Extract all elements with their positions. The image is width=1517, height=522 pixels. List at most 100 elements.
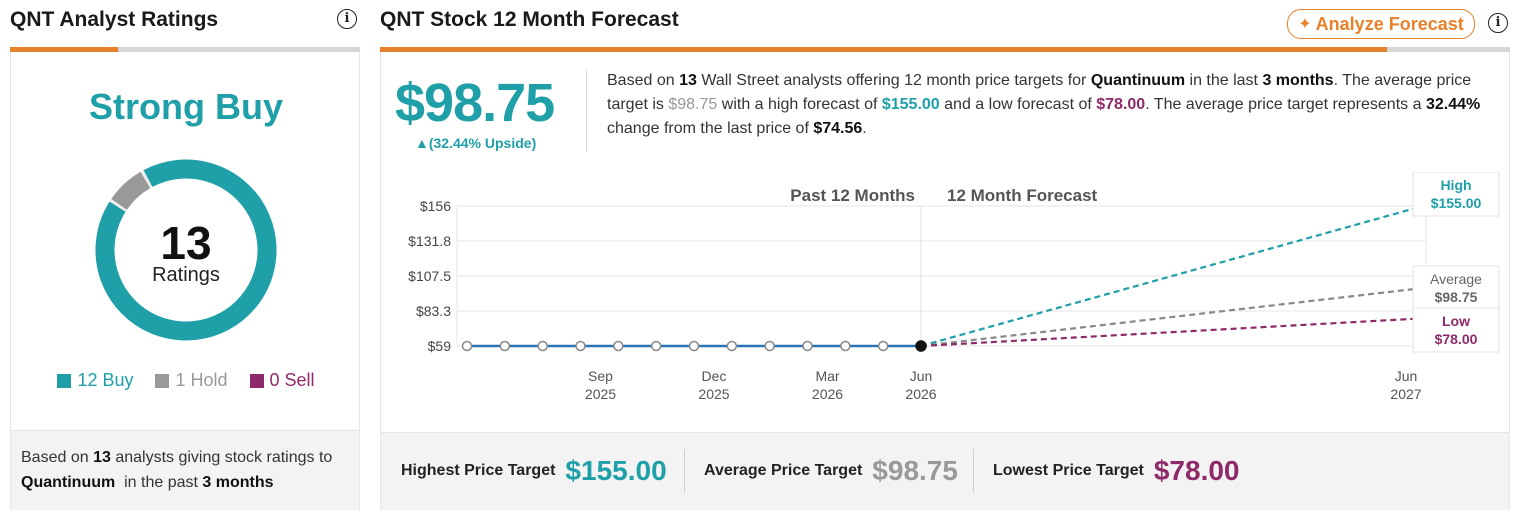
summary-text: . [862, 120, 867, 137]
footer-period: 3 months [202, 474, 274, 491]
callout-value: $98.75 [1435, 289, 1478, 305]
x-tick-month: Mar [815, 368, 839, 384]
lowest-target-label: Lowest Price Target [993, 462, 1144, 479]
forecast-line-low [920, 317, 1419, 348]
history-point [537, 340, 548, 352]
history-point [802, 340, 813, 352]
callout-box [1412, 307, 1500, 353]
ratings-total: 13 [160, 217, 212, 269]
legend-sell: 0 Sell [249, 370, 315, 391]
footer-count: 13 [93, 449, 111, 466]
legend-sell-label: 0 Sell [269, 370, 315, 390]
buy-swatch [57, 373, 72, 388]
x-tick-year: 2025 [585, 386, 616, 402]
callout-value: $78.00 [1435, 331, 1478, 347]
forecast-callout-average: Average $98.75 [1412, 265, 1500, 311]
highest-target: Highest Price Target $155.00 [401, 433, 667, 509]
ratings-panel-title: QNT Analyst Ratings [10, 8, 219, 31]
forecast-card: $98.75 ▲(32.44% Upside) Based on 13 Wall… [380, 52, 1510, 510]
footer-company: Quantinuum [21, 474, 116, 491]
footer-text: analysts giving stock ratings to [115, 449, 333, 466]
x-tick-year: 2026 [905, 386, 936, 402]
ratings-info-icon[interactable]: i [337, 9, 357, 29]
callout-box [1412, 265, 1500, 311]
x-tick-month: Dec [702, 368, 727, 384]
sell-swatch [249, 373, 264, 388]
summary-last-price: $74.56 [813, 120, 863, 137]
callout-label: Low [1442, 313, 1470, 329]
legend-hold: 1 Hold [155, 370, 228, 391]
x-tick-year: 2025 [698, 386, 729, 402]
history-point [575, 340, 586, 352]
summary-analysts: 13 [679, 72, 697, 89]
summary-period: 3 months [1262, 72, 1334, 89]
summary-high: $155.00 [881, 96, 940, 113]
upside-percent: ▲(32.44% Upside) [415, 135, 537, 151]
target-divider [973, 449, 974, 493]
ratings-legend: 12 Buy 1 Hold 0 Sell [11, 370, 361, 391]
forecast-callout-low: Low $78.00 [1412, 307, 1500, 353]
donut-segment-hold [95, 159, 277, 341]
summary-text: change from the last price of [607, 120, 809, 137]
history-point [461, 340, 473, 352]
price-target-summary: Highest Price Target $155.00 Average Pri… [381, 432, 1509, 510]
section-label-forecast: 12 Month Forecast [947, 186, 1098, 205]
consensus-rating: Strong Buy [89, 86, 283, 127]
forecast-tab-bar-active [380, 47, 1387, 52]
summary-low: $78.00 [1096, 96, 1146, 113]
sparkle-icon: ✦ [1298, 16, 1312, 33]
history-point [499, 340, 511, 352]
history-point [650, 340, 662, 352]
summary-text: . The average price target represents a [1145, 96, 1422, 113]
summary-text: and a low forecast of [944, 96, 1092, 113]
history-point [840, 340, 851, 352]
ratings-footer: Based on 13 analysts giving stock rating… [11, 430, 359, 510]
price-forecast-chart: Past 12 Months 12 Month Forecast $156 $13… [408, 172, 1500, 402]
current-price-point [915, 340, 927, 352]
history-point [613, 340, 624, 352]
summary-text: Based on [607, 72, 675, 89]
y-tick-label: $59 [428, 338, 452, 354]
y-tick-label: $83.3 [416, 303, 451, 319]
highest-target-label: Highest Price Target [401, 462, 556, 479]
footer-text: Based on [21, 449, 89, 466]
hold-swatch [155, 373, 170, 388]
summary-divider [586, 70, 587, 152]
x-tick-month: Jun [910, 368, 933, 384]
y-tick-label: $107.5 [408, 268, 451, 284]
legend-hold-label: 1 Hold [175, 370, 228, 390]
x-tick-month: Sep [588, 368, 613, 384]
summary-average: $98.75 [668, 96, 718, 113]
forecast-line-average [920, 287, 1419, 348]
forecast-callout-high: High $155.00 [1412, 172, 1500, 217]
ratings-tab-bar-active [10, 47, 118, 52]
callout-box [1412, 172, 1500, 217]
footer-text: in the past [124, 474, 198, 491]
average-target-label: Average Price Target [704, 462, 863, 479]
summary-text: Wall Street analysts offering 12 month p… [701, 72, 1087, 89]
forecast-line-high [920, 206, 1419, 348]
summary-text: . The average price target is [607, 72, 1472, 113]
ratings-total-label: Ratings [152, 264, 220, 286]
y-tick-label: $156 [420, 198, 451, 214]
callout-label: Average [1430, 271, 1482, 287]
target-divider [684, 449, 685, 493]
history-point [688, 340, 700, 352]
average-target: Average Price Target $98.75 [704, 433, 958, 509]
highest-target-value: $155.00 [565, 455, 667, 486]
analyze-forecast-button[interactable]: ✦ Analyze Forecast [1287, 9, 1475, 39]
callout-value: $155.00 [1431, 195, 1482, 211]
legend-buy: 12 Buy [57, 370, 133, 391]
forecast-info-icon[interactable]: i [1488, 13, 1508, 33]
ratings-donut-chart [95, 159, 277, 341]
legend-buy-label: 12 Buy [77, 370, 134, 390]
average-price-target: $98.75 [395, 73, 555, 133]
x-tick-month: Jun [1395, 368, 1418, 384]
donut-segment-buy [95, 159, 277, 341]
forecast-panel-title: QNT Stock 12 Month Forecast [380, 8, 679, 31]
callout-label: High [1440, 177, 1471, 193]
ratings-tab-bar [10, 47, 360, 52]
x-tick-year: 2027 [1390, 386, 1421, 402]
lowest-target-value: $78.00 [1153, 455, 1240, 486]
summary-change: 32.44% [1425, 96, 1481, 113]
